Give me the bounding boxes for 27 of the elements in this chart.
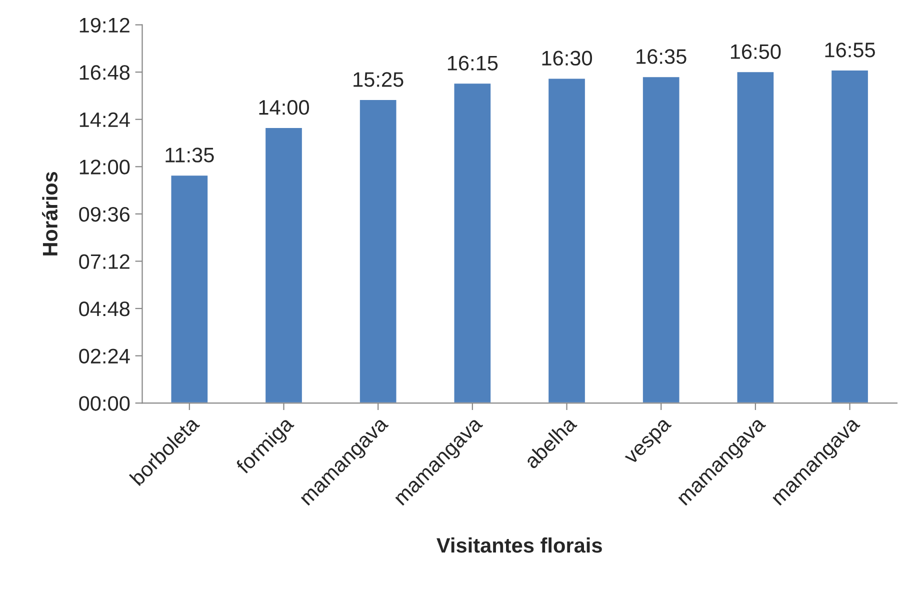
- data-label: 16:30: [542, 50, 592, 66]
- bar: [170, 174, 209, 404]
- bar: [452, 82, 492, 404]
- y-axis-title: Horários: [42, 172, 58, 256]
- y-tick-label: 00:00: [79, 396, 130, 411]
- x-axis-title: Visitantes florais: [436, 537, 602, 553]
- data-label: 14:00: [259, 100, 310, 115]
- data-label: 15:25: [354, 72, 404, 87]
- y-tick-label: 19:12: [80, 18, 130, 33]
- bar: [264, 126, 304, 404]
- data-label: 16:35: [636, 49, 686, 64]
- bar: [547, 77, 586, 404]
- y-tick-label: 04:48: [79, 302, 130, 316]
- bar: [642, 76, 681, 404]
- data-label: 16:50: [730, 44, 781, 59]
- data-label: 16:55: [825, 42, 875, 58]
- y-tick-label: 09:36: [79, 206, 130, 222]
- y-tick-label: 02:24: [79, 348, 130, 364]
- bar: [830, 69, 870, 404]
- y-tick-label: 16:48: [80, 65, 130, 80]
- bar: [358, 98, 398, 404]
- y-tick-label: 12:00: [80, 160, 130, 174]
- y-tick-label: 07:12: [79, 254, 130, 269]
- bar: [736, 70, 775, 404]
- data-label: 11:35: [166, 148, 214, 162]
- y-tick-label: 14:24: [80, 112, 130, 127]
- data-label: 16:15: [448, 56, 498, 70]
